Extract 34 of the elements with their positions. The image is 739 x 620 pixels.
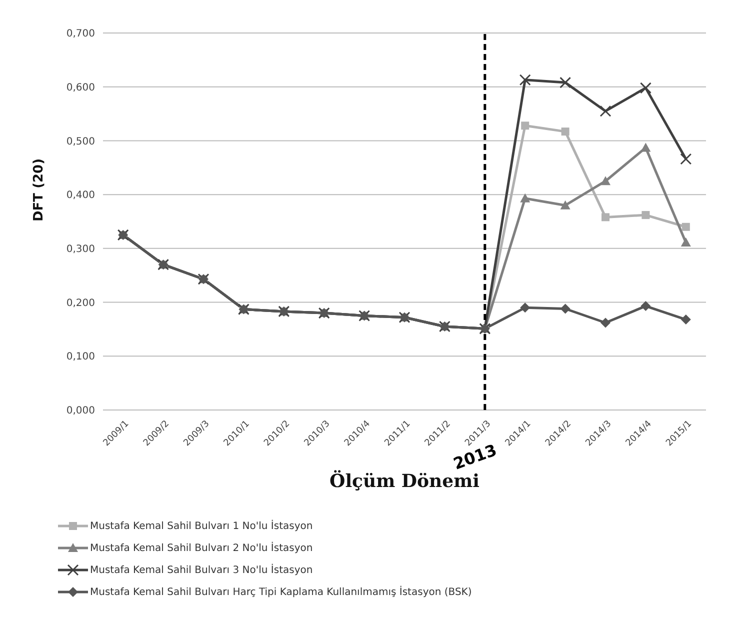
y-tick-label: 0,200 bbox=[66, 298, 95, 309]
point bbox=[642, 211, 650, 220]
point bbox=[602, 213, 610, 222]
point bbox=[521, 122, 530, 130]
point bbox=[520, 302, 530, 313]
point bbox=[560, 76, 572, 88]
point bbox=[519, 74, 531, 86]
point bbox=[600, 318, 610, 328]
y-tick-label: 0,700 bbox=[66, 28, 95, 40]
point bbox=[560, 200, 570, 210]
point bbox=[680, 314, 691, 325]
point bbox=[561, 128, 570, 136]
y-tick-label: 0,500 bbox=[66, 136, 95, 148]
point bbox=[680, 238, 691, 247]
point bbox=[640, 301, 651, 312]
legend-label: Mustafa Kemal Sahil Bulvarı Harç Tipi Kaplama Kullanılmamış İstasyon (BSK) bbox=[90, 586, 472, 598]
point bbox=[520, 193, 530, 202]
legend-label: Mustafa Kemal Sahil Bulvarı 1 No'lu İstasyon bbox=[90, 520, 313, 532]
point bbox=[640, 142, 651, 152]
y-tick-label: 0,100 bbox=[66, 352, 95, 363]
point bbox=[600, 176, 610, 186]
legend-label: Mustafa Kemal Sahil Bulvarı 2 No'lu İstasyon bbox=[90, 542, 313, 554]
y-tick-label: 0,600 bbox=[66, 82, 95, 94]
point bbox=[682, 222, 690, 231]
point bbox=[640, 82, 652, 94]
point bbox=[680, 153, 692, 165]
point bbox=[600, 105, 612, 117]
x-axis-title: Ölçüm Dönemi bbox=[330, 470, 480, 492]
y-axis-title: DFT (20) bbox=[32, 158, 47, 222]
y-tick-label: 0,300 bbox=[66, 244, 95, 255]
legend-label: Mustafa Kemal Sahil Bulvarı 3 No'lu İstasyon bbox=[90, 564, 313, 576]
y-tick-label: 0,400 bbox=[66, 190, 95, 202]
y-tick-label: 0,000 bbox=[66, 406, 95, 417]
point bbox=[560, 304, 570, 314]
